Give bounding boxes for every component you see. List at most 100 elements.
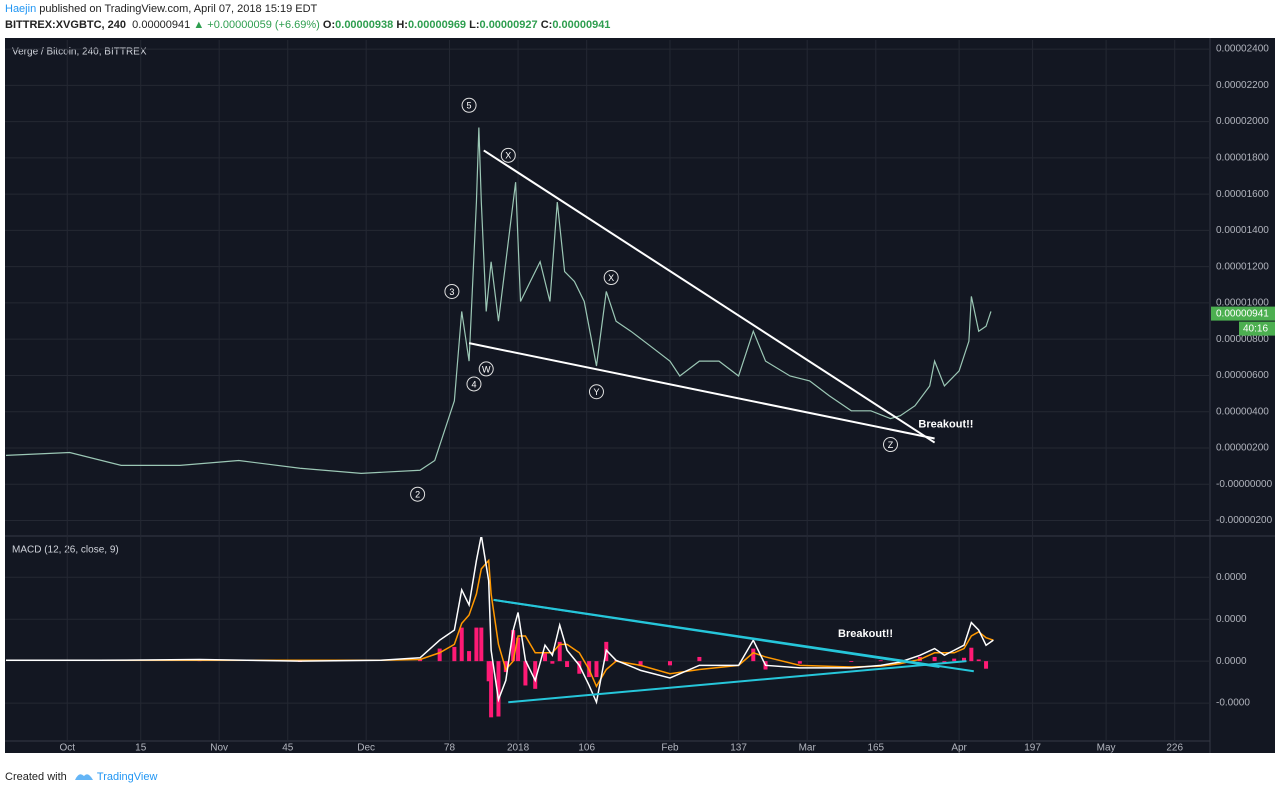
ohlc-value: 0.00000938	[335, 19, 394, 31]
histogram-bar	[533, 661, 538, 689]
histogram-bar	[952, 658, 957, 662]
wave-marker	[461, 97, 477, 113]
y-tick-label: 0.0000	[1216, 572, 1247, 583]
histogram-bar	[932, 656, 937, 662]
wave-marker	[478, 361, 494, 377]
histogram-bar	[486, 661, 491, 682]
histogram-bar	[849, 661, 854, 662]
wave-label: Y	[593, 387, 599, 397]
x-tick-label: 15	[135, 743, 147, 754]
wave-marker	[882, 437, 898, 453]
last: 0.00000941	[132, 19, 191, 31]
x-tick-label: 45	[282, 743, 294, 754]
histogram-bar	[516, 637, 521, 662]
symbol-line: BITTREX:XVGBTC, 240 0.00000941 ▲ +0.0000…	[5, 19, 610, 31]
published: published on TradingView.com, April 07, …	[39, 3, 318, 15]
y-tick-label: -0.00000000	[1216, 479, 1273, 490]
y-tick-label: 0.00001600	[1216, 189, 1269, 200]
x-tick-label: Nov	[210, 743, 228, 754]
pane: 5 3 4 2 W X X Y Z Breakout!!	[5, 40, 1210, 535]
wave-label: X	[608, 273, 614, 283]
y-tick-label: 0.00002000	[1216, 116, 1269, 127]
y-tick-label: 0.00000800	[1216, 334, 1269, 345]
x-tick-label: Mar	[799, 743, 817, 754]
histogram-bar	[969, 647, 974, 662]
price-line	[5, 127, 992, 474]
y-tick-label: 0.00002200	[1216, 80, 1269, 91]
wave-marker	[588, 384, 604, 400]
y-tick-label: -0.00000200	[1216, 515, 1273, 526]
y-tick-label: 0.00001000	[1216, 298, 1269, 309]
histogram-bar	[550, 661, 555, 664]
x-tick-label: May	[1097, 743, 1116, 754]
trendline	[468, 342, 935, 440]
ohlc: O:0.00000938 H:0.00000969 L:0.00000927 C…	[323, 19, 611, 31]
histogram-bar	[503, 661, 508, 673]
x-tick-label: Apr	[951, 743, 967, 754]
histogram-bar	[489, 661, 494, 718]
histogram-bar	[511, 630, 516, 662]
histogram-bar	[437, 648, 442, 662]
histogram-bar	[557, 641, 562, 662]
macd-line	[5, 537, 994, 705]
annotation: Breakout!!	[918, 418, 973, 430]
pane: Breakout!!	[5, 537, 1210, 740]
logo	[74, 774, 93, 780]
x-tick-label: 2018	[507, 743, 530, 754]
symbol: BITTREX:XVGBTC, 240	[5, 19, 127, 31]
wave-label: Z	[888, 440, 894, 450]
y-tick-label: 0.00001400	[1216, 225, 1269, 236]
histogram-bar	[984, 661, 989, 669]
wave-marker	[500, 147, 516, 163]
last-price-box	[1211, 306, 1275, 321]
histogram-bar	[565, 661, 570, 668]
histogram-bar	[452, 646, 457, 662]
last-price-label: 0.00000941	[1216, 308, 1269, 319]
wave-label: X	[505, 151, 511, 161]
ohlc-value: 0.00000941	[552, 19, 611, 31]
chart-background	[5, 38, 1275, 753]
histogram-bar	[976, 659, 981, 662]
x-tick-label: 137	[730, 743, 747, 754]
y-tick-label: 0.00000600	[1216, 370, 1269, 381]
trendline	[483, 149, 936, 444]
change: +0.00000059 (+6.69%)	[207, 19, 320, 31]
histogram-bar	[496, 661, 501, 717]
ohlc-label: O:	[322, 19, 336, 31]
x-tick-label: Feb	[661, 743, 679, 754]
histogram-bar	[479, 627, 484, 662]
histogram-bar	[697, 656, 702, 662]
footer: Created with TradingView	[5, 768, 157, 783]
wave-label: 3	[449, 287, 454, 297]
wave-label: W	[482, 364, 491, 374]
header-line: Haejin published on TradingView.com, Apr…	[5, 3, 317, 15]
histogram-bar	[797, 661, 802, 664]
wave-marker	[603, 270, 619, 286]
wave-label: 4	[471, 379, 476, 389]
y-tick-label: 0.00001800	[1216, 152, 1269, 163]
x-tick-label: Dec	[357, 743, 375, 754]
y-tick-label: 0.00000400	[1216, 406, 1269, 417]
histogram-bar	[667, 661, 672, 666]
countdown: 40:16	[1243, 323, 1268, 334]
ohlc-label: L:	[469, 19, 480, 31]
x-tick-label: 165	[867, 743, 884, 754]
y-tick-label: -0.0000	[1216, 698, 1250, 709]
author[interactable]: Haejin	[5, 3, 37, 15]
arrow: ▲	[193, 19, 205, 31]
histogram-bar	[523, 661, 528, 686]
brand[interactable]: TradingView	[96, 771, 158, 783]
wave-label: 2	[415, 490, 420, 500]
x-tick-label: Oct	[59, 743, 75, 754]
wave-marker	[466, 376, 482, 392]
x-tick-label: 106	[578, 743, 595, 754]
y-tick-label: 0.00001200	[1216, 261, 1269, 272]
ohlc-value: 0.00000927	[479, 19, 538, 31]
wave-label: 5	[467, 101, 472, 111]
ohlc-value: 0.00000969	[407, 19, 467, 31]
histogram-bar	[962, 657, 967, 662]
histogram-bar	[467, 651, 472, 662]
x-tick-label: 226	[1166, 743, 1183, 754]
